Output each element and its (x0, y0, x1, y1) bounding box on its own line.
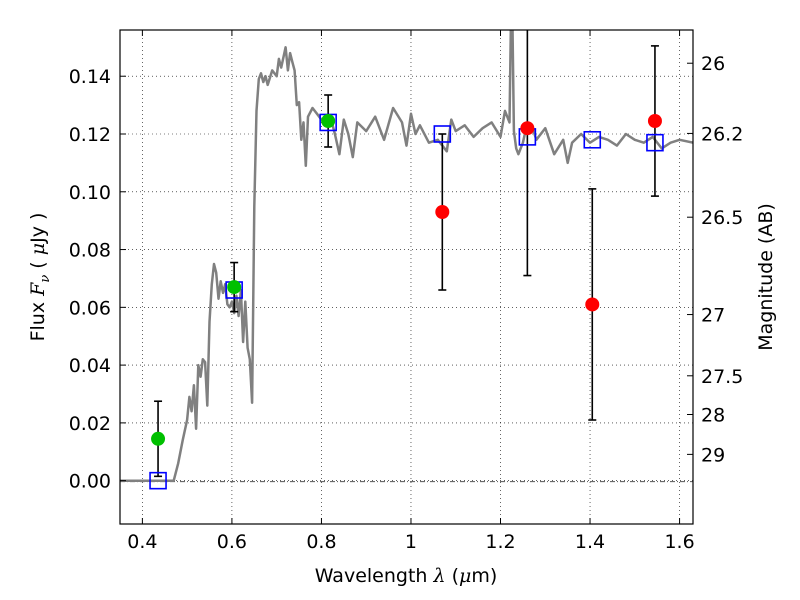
x-tick-label: 1.2 (485, 531, 515, 553)
y-tick-label: 0.08 (69, 240, 111, 262)
x-tick-label: 1.4 (575, 531, 605, 553)
x-tick-label: 0.6 (217, 531, 247, 553)
flux-point (520, 121, 535, 136)
y-tick-label: 0.06 (69, 297, 111, 319)
right-tick-label: 28 (701, 405, 725, 427)
plot-frame (119, 29, 694, 525)
y-tick-label: 0.12 (69, 124, 111, 146)
y-tick-label: 0.04 (69, 355, 111, 377)
model-square-marker (149, 471, 167, 490)
model-square-marker (646, 133, 664, 152)
right-axis-ticks: 26 26.2 26.5 27 27.5 28 29 (687, 53, 743, 466)
spectrum-line (120, 30, 693, 482)
error-bars (154, 30, 659, 478)
y-tick-label: 0.14 (69, 66, 111, 88)
flux-point (321, 114, 336, 128)
y-axis-ticks: 0.00 0.02 0.04 0.06 0.08 0.10 0.12 0.14 (69, 66, 126, 493)
y-tick-label: 0.02 (69, 413, 111, 435)
flux-point (151, 431, 166, 446)
right-tick-label: 27.5 (701, 366, 743, 388)
flux-point (435, 205, 450, 219)
x-tick-label: 1.6 (664, 531, 694, 553)
x-axis-title: Wavelength λ (μm) (315, 565, 498, 587)
right-tick-label: 29 (701, 444, 725, 466)
x-tick-label: 1 (405, 531, 417, 553)
y-tick-label: 0.10 (69, 182, 111, 204)
flux-point (647, 114, 662, 128)
flux-point (227, 280, 242, 295)
y-tick-label: 0.00 (69, 471, 111, 493)
y-axis-title: Flux Fν ( μJy ) (27, 213, 53, 342)
right-tick-label: 26 (701, 53, 725, 75)
right-tick-label: 27 (701, 305, 725, 327)
right-tick-label: 26.2 (701, 123, 743, 145)
observed-flux-points (151, 114, 662, 446)
x-tick-label: 0.4 (127, 531, 157, 553)
right-axis-title: Magnitude (AB) (755, 203, 777, 351)
x-tick-label: 0.8 (306, 531, 336, 553)
x-axis-ticks: 0.4 0.6 0.8 1 1.2 1.4 1.6 (127, 30, 695, 553)
right-tick-label: 26.5 (701, 207, 743, 229)
model-square-marker (583, 130, 602, 149)
grid (120, 30, 693, 524)
model-square-marker (433, 125, 452, 143)
flux-point (585, 297, 600, 312)
model-spectrum (120, 30, 693, 482)
